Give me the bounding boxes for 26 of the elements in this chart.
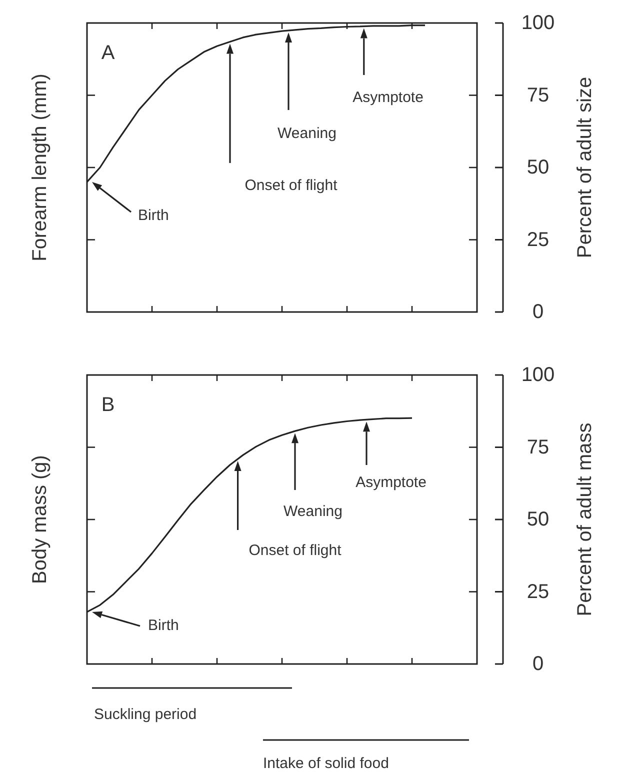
text: Intake of solid food: [263, 755, 389, 772]
y-tick-label: 0: [532, 653, 544, 675]
annotation: Birth: [138, 207, 169, 224]
annotation: Onset of flight: [248, 542, 342, 559]
y-axis-title: Forearm length (mm): [29, 74, 51, 262]
y-tick-label: 100: [521, 12, 555, 34]
y-tick-label: 0: [532, 301, 544, 323]
annotation: Birth: [148, 617, 179, 634]
annotation: Asymptote: [352, 89, 424, 106]
annotation: Weaning: [284, 503, 342, 520]
y-tick-label: 25: [526, 228, 550, 251]
y-axis-title: Body mass (g): [29, 455, 51, 584]
y-tick-label: 50: [526, 508, 550, 530]
y-tick-label: 100: [521, 364, 555, 386]
annotation: Weaning: [278, 125, 336, 142]
y-tick-label: 75: [526, 436, 550, 458]
y2-axis-title: Percent of adult size: [574, 76, 596, 258]
y-tick-label: 50: [526, 156, 550, 178]
text: B: [101, 394, 115, 416]
annotation: Asymptote: [356, 474, 426, 491]
annotation: Onset of flight: [244, 177, 338, 194]
text: Suckling period: [94, 706, 197, 723]
text: A: [101, 42, 116, 64]
y-tick-label: 25: [526, 580, 550, 603]
y2-axis-title: Percent of adult mass: [574, 422, 596, 616]
y-tick-label: 75: [526, 84, 550, 106]
